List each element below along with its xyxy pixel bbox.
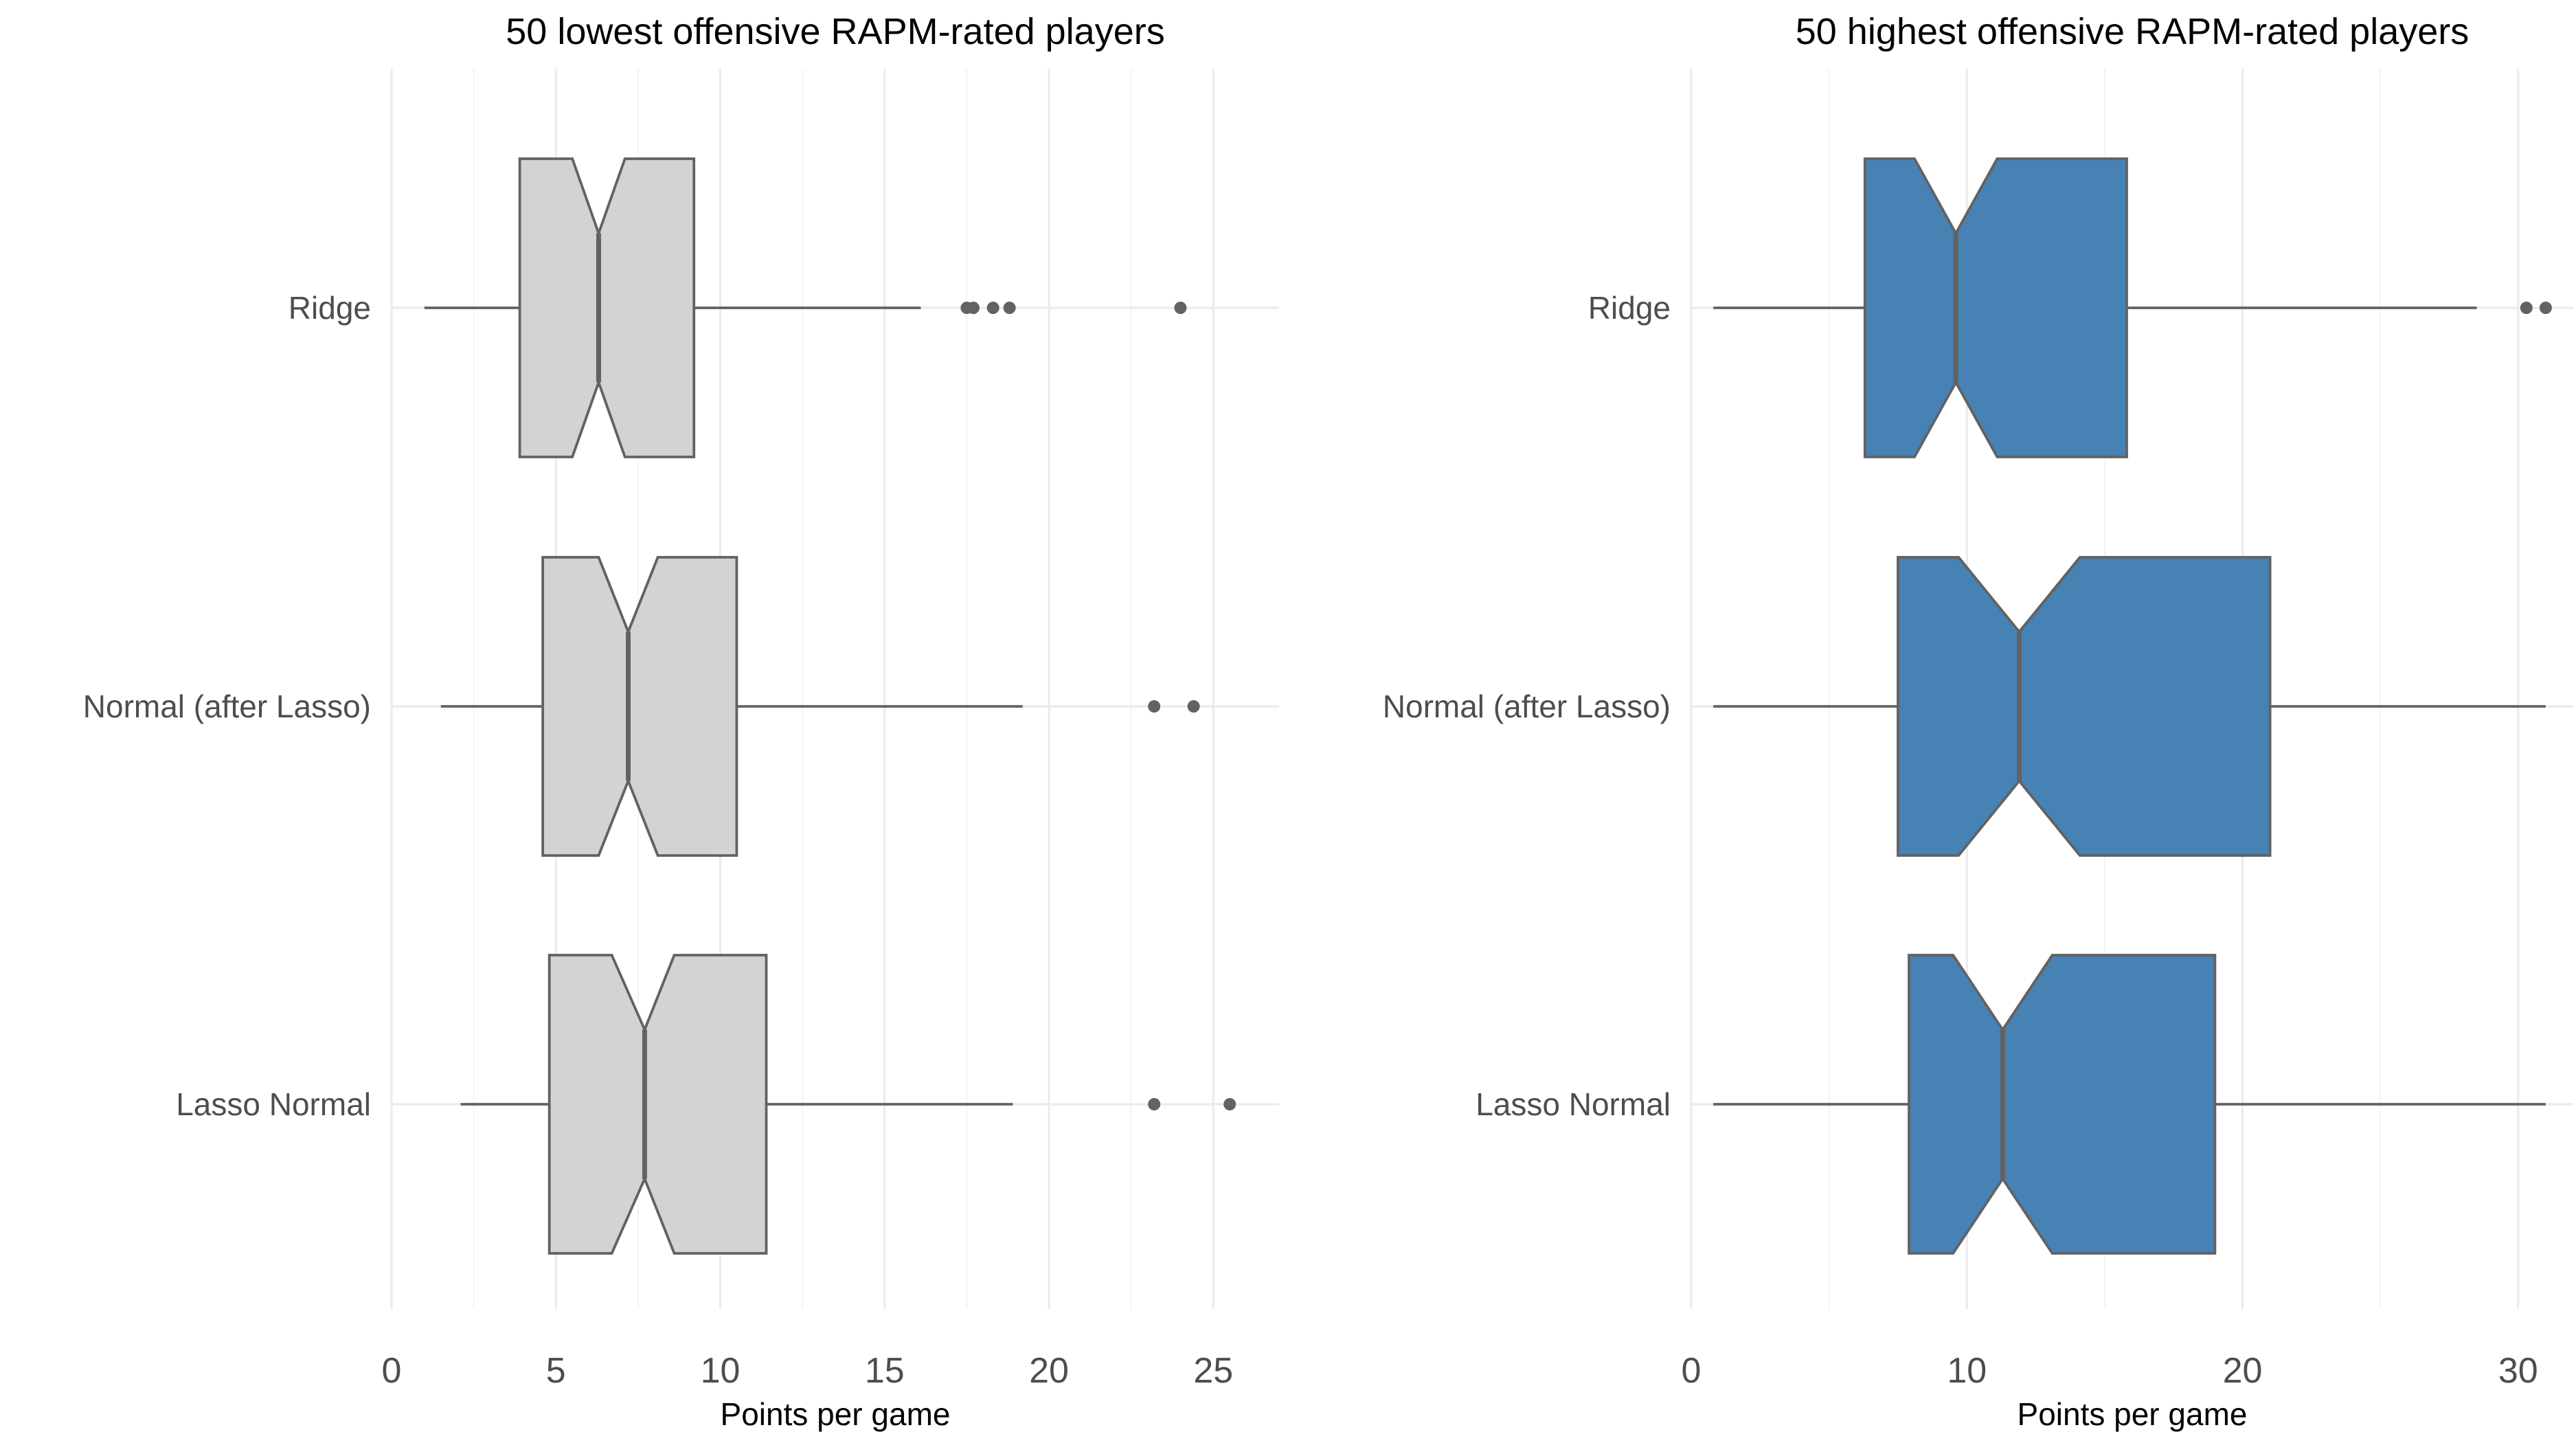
outlier-point (986, 302, 999, 314)
y-tick-label: Normal (after Lasso) (1383, 689, 1671, 724)
x-axis-label: Points per game (2018, 1396, 2248, 1432)
chart-panel-2: Ridge Normal (after Lasso) Lasso Normal 0 10… (1383, 11, 2573, 1432)
chart-panel-1: Ridge Normal (after Lasso) Lasso Normal 0 5 1… (83, 11, 1279, 1432)
chart-title: 50 lowest offensive RAPM-rated players (506, 11, 1164, 52)
outlier-point (1003, 302, 1016, 314)
x-axis-label: Points per game (721, 1396, 951, 1432)
outlier-point (2539, 302, 2552, 314)
x-tick-label: 10 (701, 1351, 741, 1391)
outlier-point (1223, 1098, 1236, 1110)
y-tick-label: Lasso Normal (1476, 1086, 1671, 1122)
chart-title: 50 highest offensive RAPM-rated players (1796, 11, 2470, 52)
x-tick-label: 25 (1193, 1351, 1233, 1391)
boxplot-normal-after-lasso (440, 556, 1200, 857)
y-tick-label: Lasso Normal (176, 1086, 371, 1122)
x-tick-label: 20 (2223, 1351, 2263, 1391)
y-tick-label: Ridge (289, 290, 371, 326)
x-tick-label: 20 (1029, 1351, 1069, 1391)
x-tick-label: 15 (865, 1351, 905, 1391)
boxplot-lasso-normal (460, 954, 1236, 1255)
boxplot-normal-after-lasso (1713, 556, 2546, 857)
y-tick-label: Ridge (1588, 290, 1671, 326)
notched-box (1863, 157, 2128, 458)
boxplot-ridge (424, 157, 1187, 458)
outlier-point (967, 302, 980, 314)
outlier-point (1148, 700, 1161, 713)
notched-box (518, 157, 696, 458)
y-tick-label: Normal (after Lasso) (83, 689, 371, 724)
outlier-point (1187, 700, 1200, 713)
x-tick-label: 10 (1947, 1351, 1987, 1391)
outlier-point (1174, 302, 1187, 314)
x-tick-label: 5 (546, 1351, 566, 1391)
boxplot-lasso-normal (1713, 954, 2546, 1255)
outlier-point (2520, 302, 2533, 314)
outlier-point (1148, 1098, 1161, 1110)
boxplot-ridge (1713, 157, 2552, 458)
x-tick-label: 0 (1682, 1351, 1702, 1391)
notched-box (547, 954, 768, 1255)
notched-box (1908, 954, 2217, 1255)
notched-box (1897, 556, 2272, 857)
x-tick-label: 30 (2498, 1351, 2538, 1391)
x-tick-label: 0 (382, 1351, 402, 1391)
notched-box (541, 556, 738, 857)
